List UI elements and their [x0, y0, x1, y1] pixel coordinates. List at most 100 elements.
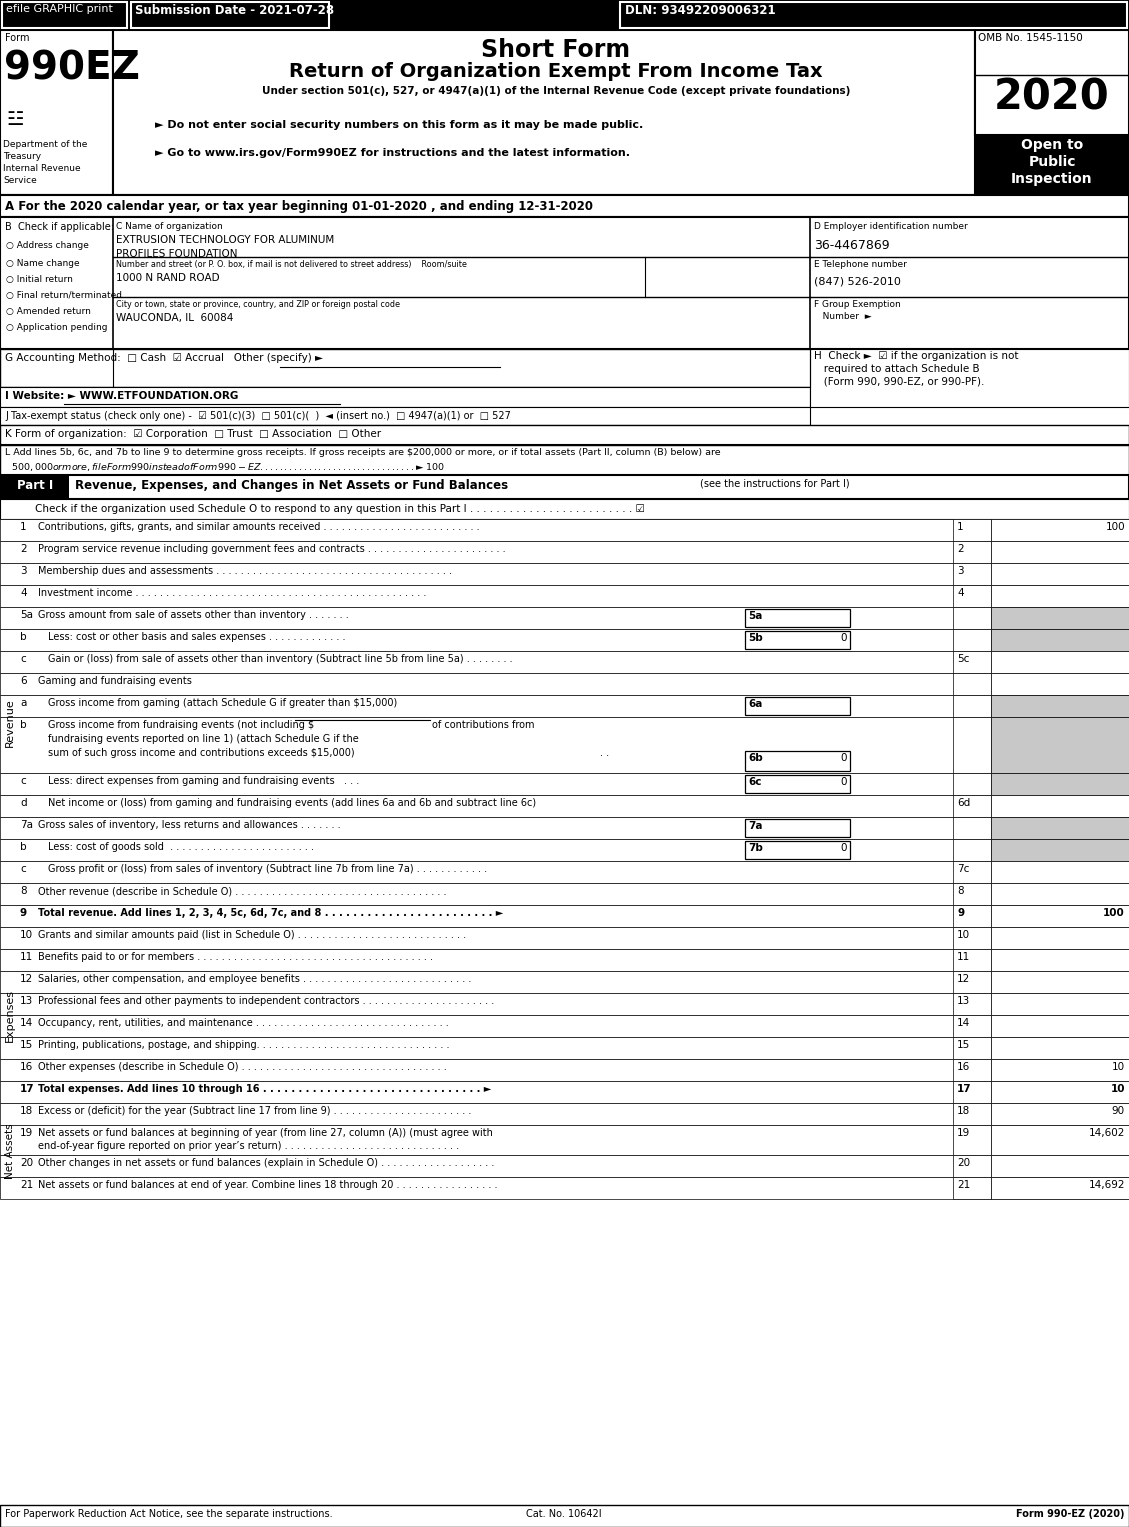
Text: Occupancy, rent, utilities, and maintenance . . . . . . . . . . . . . . . . . . : Occupancy, rent, utilities, and maintena…: [38, 1019, 448, 1028]
Text: Gaming and fundraising events: Gaming and fundraising events: [38, 676, 192, 686]
Text: A For the 2020 calendar year, or tax year beginning 01-01-2020 , and ending 12-3: A For the 2020 calendar year, or tax yea…: [5, 200, 593, 212]
Bar: [991, 971, 1129, 993]
Text: Expenses: Expenses: [5, 988, 15, 1041]
Text: B  Check if applicable:: B Check if applicable:: [5, 221, 114, 232]
Text: 16: 16: [957, 1061, 970, 1072]
Bar: [0, 1015, 1129, 1037]
Text: DLN: 93492209006321: DLN: 93492209006321: [625, 5, 776, 17]
Bar: [131, 2, 329, 27]
Bar: [953, 629, 991, 651]
Text: 4: 4: [20, 588, 27, 599]
Bar: [745, 841, 850, 860]
Bar: [745, 696, 850, 715]
Text: 8: 8: [957, 886, 964, 896]
Text: Part I: Part I: [17, 479, 53, 492]
Text: (see the instructions for Part I): (see the instructions for Part I): [700, 479, 850, 489]
Bar: [0, 1154, 1129, 1177]
Bar: [991, 1125, 1129, 1154]
Text: ○ Name change: ○ Name change: [6, 260, 80, 269]
Text: 11: 11: [20, 951, 33, 962]
Bar: [991, 993, 1129, 1015]
Bar: [991, 838, 1129, 861]
Text: 7a: 7a: [20, 820, 33, 831]
Bar: [953, 1015, 991, 1037]
Bar: [975, 31, 1129, 134]
Bar: [991, 861, 1129, 883]
Bar: [991, 948, 1129, 971]
Bar: [0, 585, 1129, 608]
Text: Inspection: Inspection: [1012, 173, 1093, 186]
Text: b: b: [20, 632, 27, 641]
Text: 17: 17: [957, 1084, 972, 1093]
Bar: [975, 134, 1129, 195]
Text: 2: 2: [957, 544, 964, 554]
Bar: [991, 1177, 1129, 1199]
Text: Other changes in net assets or fund balances (explain in Schedule O) . . . . . .: Other changes in net assets or fund bala…: [38, 1157, 495, 1168]
Text: 12: 12: [20, 974, 33, 983]
Text: G Accounting Method:  □ Cash  ☑ Accrual   Other (specify) ►: G Accounting Method: □ Cash ☑ Accrual Ot…: [5, 353, 323, 363]
Text: Cat. No. 10642I: Cat. No. 10642I: [526, 1509, 602, 1519]
Text: EXTRUSION TECHNOLOGY FOR ALUMINUM: EXTRUSION TECHNOLOGY FOR ALUMINUM: [116, 235, 334, 244]
Bar: [991, 519, 1129, 541]
Text: Program service revenue including government fees and contracts . . . . . . . . : Program service revenue including govern…: [38, 544, 506, 554]
Bar: [991, 1102, 1129, 1125]
Text: 16: 16: [20, 1061, 33, 1072]
Text: Net assets or fund balances at beginning of year (from line 27, column (A)) (mus: Net assets or fund balances at beginning…: [38, 1128, 493, 1138]
Bar: [0, 444, 1129, 475]
Text: Contributions, gifts, grants, and similar amounts received . . . . . . . . . . .: Contributions, gifts, grants, and simila…: [38, 522, 480, 531]
Bar: [953, 773, 991, 796]
Text: Net assets or fund balances at end of year. Combine lines 18 through 20 . . . . : Net assets or fund balances at end of ye…: [38, 1180, 498, 1190]
Text: efile GRAPHIC print: efile GRAPHIC print: [6, 5, 113, 14]
Text: E Telephone number: E Telephone number: [814, 260, 907, 269]
Text: Gross profit or (loss) from sales of inventory (Subtract line 7b from line 7a) .: Gross profit or (loss) from sales of inv…: [49, 864, 487, 873]
Text: 3: 3: [20, 567, 27, 576]
Text: 0: 0: [840, 634, 847, 643]
Text: Investment income . . . . . . . . . . . . . . . . . . . . . . . . . . . . . . . : Investment income . . . . . . . . . . . …: [38, 588, 427, 599]
Text: (Form 990, 990-EZ, or 990-PF).: (Form 990, 990-EZ, or 990-PF).: [814, 377, 984, 386]
Bar: [0, 425, 1129, 444]
Bar: [0, 629, 1129, 651]
Text: 5b: 5b: [749, 634, 763, 643]
Text: ○ Amended return: ○ Amended return: [6, 307, 90, 316]
Bar: [953, 608, 991, 629]
Bar: [0, 906, 1129, 927]
Bar: [991, 585, 1129, 608]
Bar: [0, 608, 1129, 629]
Text: Internal Revenue: Internal Revenue: [3, 163, 80, 173]
Text: 7c: 7c: [957, 864, 970, 873]
Bar: [953, 838, 991, 861]
Bar: [0, 1081, 1129, 1102]
Text: PROFILES FOUNDATION: PROFILES FOUNDATION: [116, 249, 237, 260]
Bar: [0, 350, 1129, 386]
Text: 13: 13: [957, 996, 970, 1006]
Text: 9: 9: [20, 909, 27, 918]
Bar: [953, 906, 991, 927]
Text: Check if the organization used Schedule O to respond to any question in this Par: Check if the organization used Schedule …: [35, 504, 645, 515]
Text: J Tax-exempt status (check only one) -  ☑ 501(c)(3)  □ 501(c)(  )  ◄ (insert no.: J Tax-exempt status (check only one) - ☑…: [5, 411, 511, 421]
Bar: [991, 1154, 1129, 1177]
Bar: [991, 695, 1129, 718]
Text: 17: 17: [20, 1084, 35, 1093]
Text: 10: 10: [957, 930, 970, 941]
Text: 14,602: 14,602: [1088, 1128, 1124, 1138]
Text: 20: 20: [957, 1157, 970, 1168]
Bar: [1, 476, 69, 498]
Text: 14: 14: [20, 1019, 33, 1028]
Text: H  Check ►  ☑ if the organization is not: H Check ► ☑ if the organization is not: [814, 351, 1018, 360]
Bar: [991, 629, 1129, 651]
Bar: [991, 883, 1129, 906]
Bar: [953, 927, 991, 948]
Bar: [0, 1060, 1129, 1081]
Text: 1000 N RAND ROAD: 1000 N RAND ROAD: [116, 273, 220, 282]
Text: 18: 18: [957, 1106, 970, 1116]
Bar: [0, 195, 1129, 217]
Bar: [953, 948, 991, 971]
Bar: [2, 2, 126, 27]
Text: Service: Service: [3, 176, 37, 185]
Bar: [0, 1037, 1129, 1060]
Text: b: b: [20, 721, 27, 730]
Text: end-of-year figure reported on prior year’s return) . . . . . . . . . . . . . . : end-of-year figure reported on prior yea…: [38, 1141, 460, 1151]
Text: 4: 4: [957, 588, 964, 599]
Bar: [953, 695, 991, 718]
Text: 6c: 6c: [749, 777, 761, 786]
